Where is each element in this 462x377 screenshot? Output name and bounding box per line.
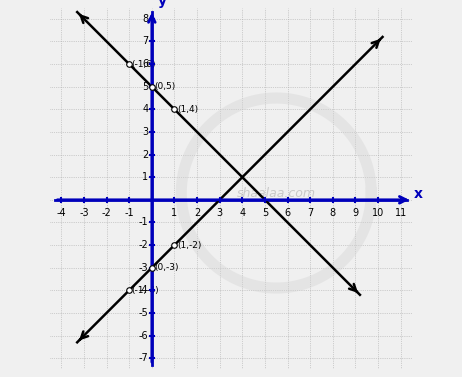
- Text: -4: -4: [56, 208, 66, 218]
- Text: 4: 4: [142, 104, 148, 114]
- Text: 4: 4: [239, 208, 245, 218]
- Text: -1: -1: [124, 208, 134, 218]
- Text: -5: -5: [139, 308, 148, 318]
- Text: 1: 1: [171, 208, 177, 218]
- Text: 5: 5: [262, 208, 268, 218]
- Text: 3: 3: [142, 127, 148, 137]
- Text: 7: 7: [307, 208, 313, 218]
- Text: 8: 8: [142, 14, 148, 24]
- Text: 11: 11: [395, 208, 407, 218]
- Text: (0,-3): (0,-3): [154, 263, 179, 272]
- Text: y: y: [158, 0, 166, 8]
- Text: -3: -3: [139, 263, 148, 273]
- Text: 5: 5: [142, 82, 148, 92]
- Text: -6: -6: [139, 331, 148, 340]
- Text: (0,5): (0,5): [154, 82, 176, 91]
- Text: (1,-2): (1,-2): [177, 241, 201, 250]
- Text: 1: 1: [142, 172, 148, 182]
- Text: 9: 9: [353, 208, 359, 218]
- Text: 10: 10: [372, 208, 384, 218]
- Text: x: x: [414, 187, 423, 201]
- Text: (-1,6): (-1,6): [132, 60, 156, 69]
- Text: -4: -4: [139, 285, 148, 295]
- Text: 3: 3: [217, 208, 223, 218]
- Text: 2: 2: [142, 150, 148, 159]
- Text: -2: -2: [139, 240, 148, 250]
- Text: shaalaa.com: shaalaa.com: [237, 187, 316, 199]
- Text: 6: 6: [285, 208, 291, 218]
- Text: 2: 2: [194, 208, 200, 218]
- Text: 6: 6: [142, 59, 148, 69]
- Text: 7: 7: [142, 37, 148, 46]
- Text: (1,4): (1,4): [177, 105, 198, 114]
- Text: 8: 8: [330, 208, 336, 218]
- Text: (-1,-4): (-1,-4): [132, 286, 159, 295]
- Text: -7: -7: [139, 353, 148, 363]
- Text: -1: -1: [139, 218, 148, 227]
- Text: -3: -3: [79, 208, 89, 218]
- Text: -2: -2: [102, 208, 111, 218]
